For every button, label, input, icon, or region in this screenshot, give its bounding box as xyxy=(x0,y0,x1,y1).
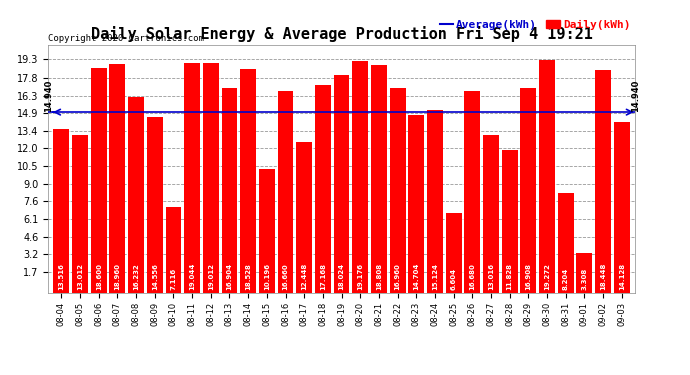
Text: 10.196: 10.196 xyxy=(264,263,270,290)
Bar xyxy=(166,207,181,292)
Text: 3.308: 3.308 xyxy=(582,268,587,290)
Text: 13.012: 13.012 xyxy=(77,263,83,290)
Text: 17.168: 17.168 xyxy=(320,263,326,290)
Bar xyxy=(353,61,368,292)
Text: 13.516: 13.516 xyxy=(59,263,64,290)
Bar xyxy=(390,88,406,292)
Bar xyxy=(520,88,536,292)
Text: 16.232: 16.232 xyxy=(133,263,139,290)
Text: 16.680: 16.680 xyxy=(469,263,475,290)
Bar xyxy=(576,252,592,292)
Bar xyxy=(539,60,555,292)
Text: 15.124: 15.124 xyxy=(432,263,438,290)
Text: 14.128: 14.128 xyxy=(619,263,624,290)
Text: Copyright 2020 Cartronics.com: Copyright 2020 Cartronics.com xyxy=(48,33,204,42)
Text: 16.904: 16.904 xyxy=(226,263,233,290)
Text: 11.828: 11.828 xyxy=(506,263,513,290)
Text: 8.204: 8.204 xyxy=(562,268,569,290)
Text: 14.556: 14.556 xyxy=(152,263,158,290)
Text: 16.908: 16.908 xyxy=(525,263,531,290)
Text: 18.600: 18.600 xyxy=(96,263,101,290)
Text: 13.016: 13.016 xyxy=(488,263,494,290)
Bar xyxy=(483,135,499,292)
Bar xyxy=(558,194,573,292)
Bar xyxy=(408,115,424,292)
Text: 19.272: 19.272 xyxy=(544,263,550,290)
Bar xyxy=(315,85,331,292)
Text: 14.940: 14.940 xyxy=(631,79,640,111)
Bar xyxy=(184,63,200,292)
Text: 12.448: 12.448 xyxy=(302,263,307,290)
Text: 18.960: 18.960 xyxy=(115,263,121,290)
Bar xyxy=(502,150,518,292)
Bar xyxy=(296,142,312,292)
Bar xyxy=(614,122,630,292)
Bar xyxy=(110,64,126,292)
Text: 18.528: 18.528 xyxy=(245,263,251,290)
Bar xyxy=(371,65,387,292)
Text: 18.024: 18.024 xyxy=(339,263,344,290)
Bar xyxy=(333,75,350,292)
Title: Daily Solar Energy & Average Production Fri Sep 4 19:21: Daily Solar Energy & Average Production … xyxy=(90,27,593,42)
Bar xyxy=(128,96,144,292)
Text: 14.704: 14.704 xyxy=(413,263,420,290)
Bar xyxy=(595,70,611,292)
Bar xyxy=(147,117,163,292)
Bar xyxy=(277,92,293,292)
Text: 18.808: 18.808 xyxy=(376,263,382,290)
Bar xyxy=(446,213,462,292)
Bar xyxy=(259,170,275,292)
Bar xyxy=(427,110,443,292)
Bar xyxy=(221,88,237,292)
Text: 16.660: 16.660 xyxy=(282,263,288,290)
Text: 16.960: 16.960 xyxy=(395,263,401,290)
Text: 19.176: 19.176 xyxy=(357,263,363,290)
Text: 18.448: 18.448 xyxy=(600,263,606,290)
Text: 19.044: 19.044 xyxy=(189,263,195,290)
Text: 6.604: 6.604 xyxy=(451,268,457,290)
Bar xyxy=(240,69,256,292)
Text: 7.116: 7.116 xyxy=(170,268,177,290)
Text: 19.012: 19.012 xyxy=(208,263,214,290)
Bar xyxy=(464,91,480,292)
Bar xyxy=(91,68,107,292)
Bar xyxy=(53,129,69,292)
Text: 14.940: 14.940 xyxy=(44,79,53,111)
Legend: Average(kWh), Daily(kWh): Average(kWh), Daily(kWh) xyxy=(435,15,635,34)
Bar xyxy=(72,135,88,292)
Bar xyxy=(203,63,219,292)
